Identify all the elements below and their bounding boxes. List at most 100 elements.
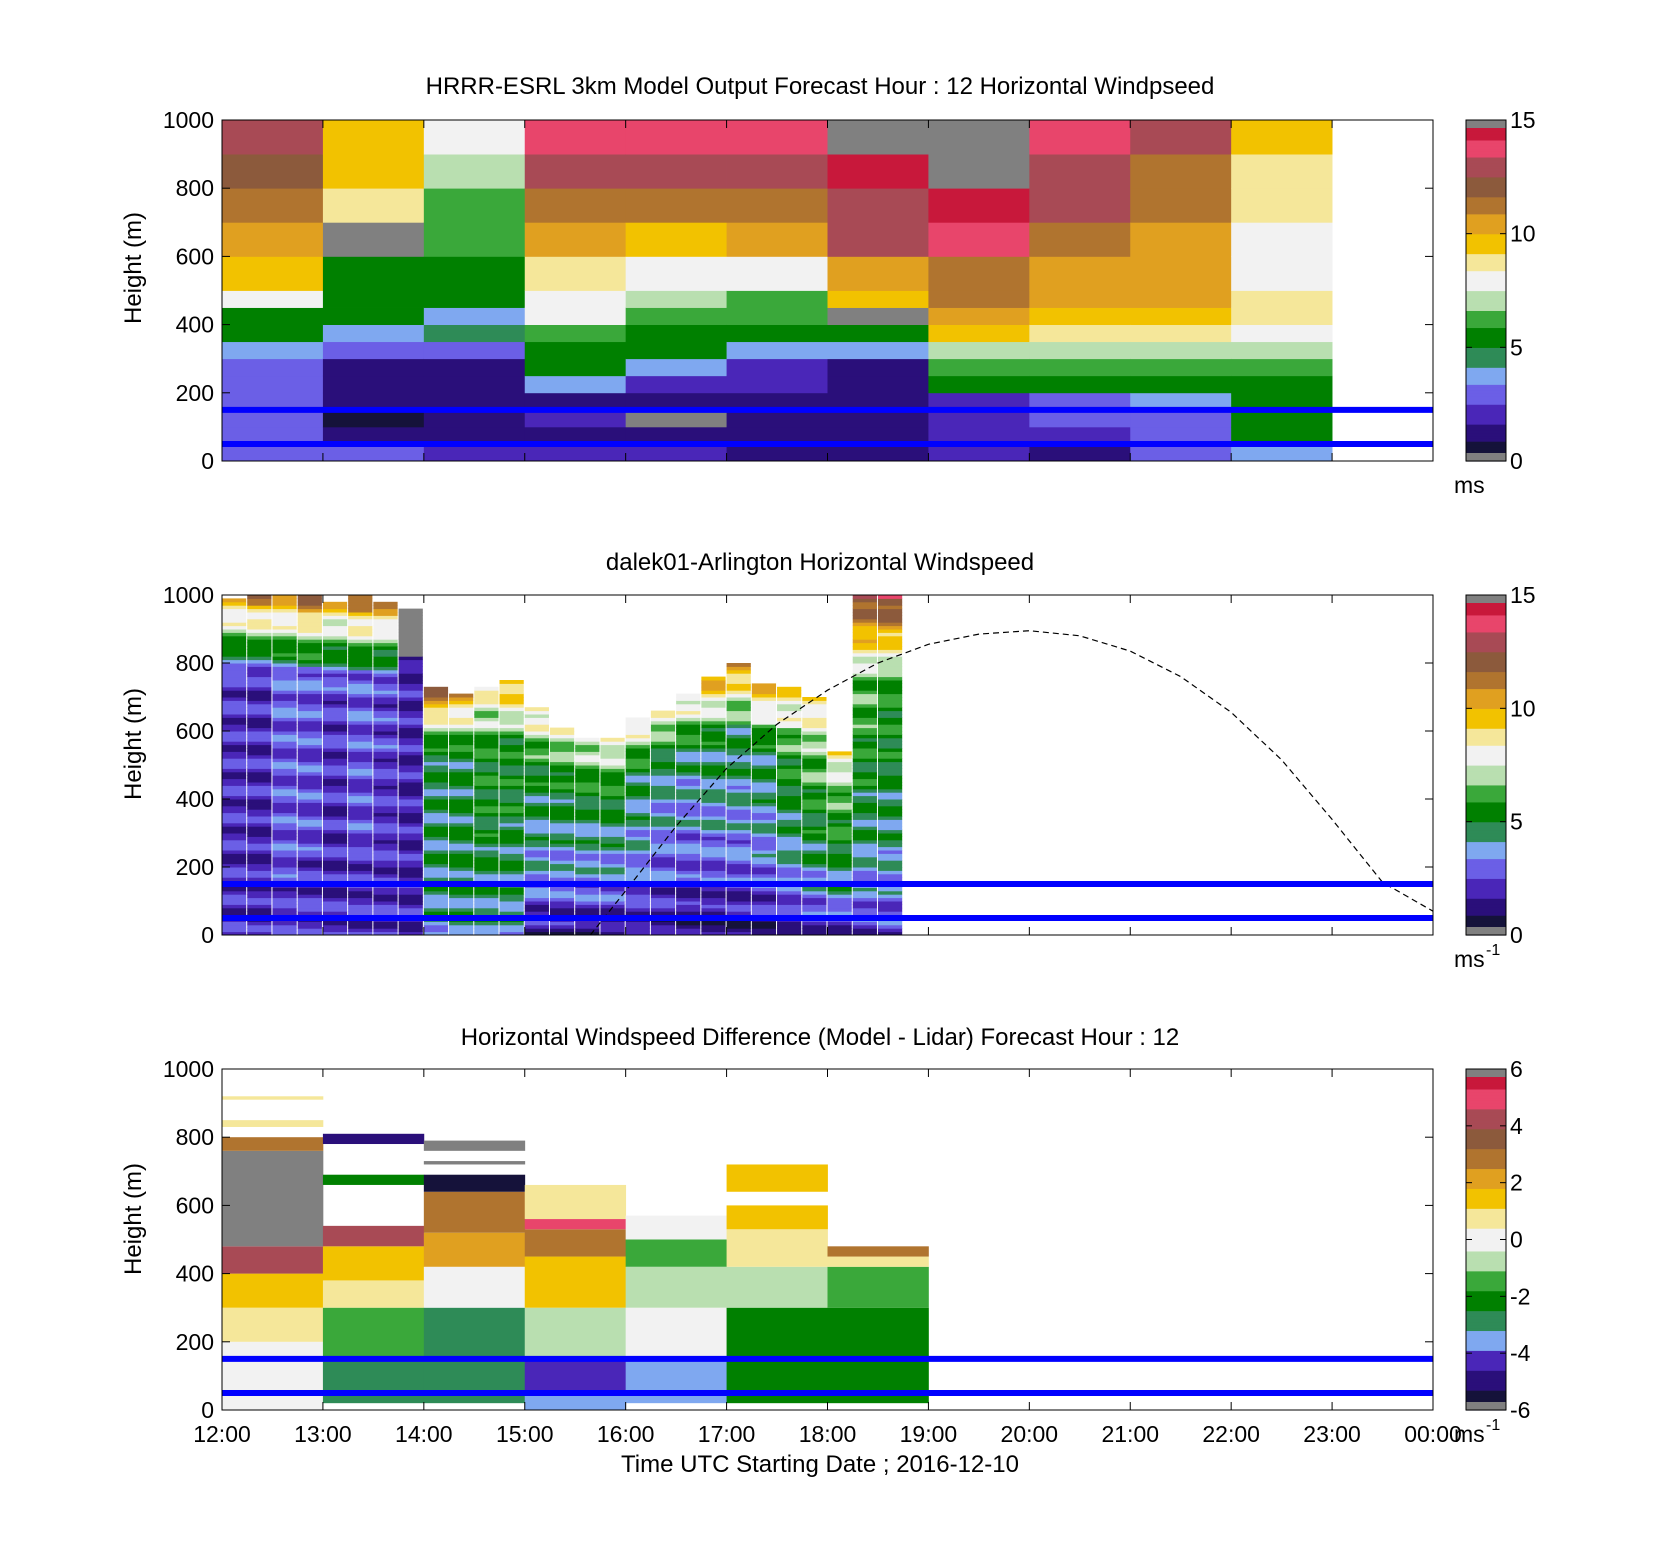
heatmap-cell	[449, 870, 474, 875]
heatmap-cell	[398, 805, 423, 810]
heatmap-cell	[474, 724, 499, 729]
heatmap-cell	[524, 901, 549, 905]
heatmap-cell	[322, 775, 348, 780]
colorbar-segment	[1466, 191, 1506, 195]
x-tick-label: 22:00	[1202, 1421, 1260, 1447]
heatmap-cell	[272, 748, 297, 752]
heatmap-cell	[777, 690, 802, 695]
heatmap-cell	[222, 1341, 324, 1410]
colorbar-unit: ms	[1454, 1421, 1485, 1447]
heatmap-cell	[802, 751, 827, 756]
heatmap-cell	[348, 792, 373, 797]
colorbar-segment	[1466, 711, 1506, 715]
heatmap-cell	[600, 863, 625, 868]
heatmap-cell	[852, 646, 877, 650]
heatmap-cell	[222, 652, 247, 657]
colorbar-segment	[1466, 810, 1506, 814]
heatmap-cell	[777, 768, 802, 773]
heatmap-cell	[877, 805, 903, 810]
colorbar-segment	[1466, 1378, 1506, 1383]
heatmap-cell	[272, 758, 297, 763]
heatmap-cell	[701, 761, 726, 766]
heatmap-cell	[600, 853, 625, 858]
colorbar-segment	[1466, 1182, 1506, 1187]
heatmap-cell	[777, 812, 802, 817]
heatmap-cell	[322, 615, 348, 620]
heatmap-cell	[676, 911, 701, 916]
heatmap-cell	[625, 829, 650, 834]
heatmap-cell	[877, 734, 903, 739]
heatmap-cell	[802, 894, 827, 899]
heatmap-cell	[474, 744, 499, 749]
heatmap-cell	[625, 734, 650, 739]
heatmap-cell	[852, 666, 877, 671]
heatmap-cell	[297, 649, 322, 654]
colorbar-segment	[1466, 612, 1506, 616]
heatmap-cell	[549, 727, 575, 732]
heatmap-cell	[701, 710, 726, 715]
heatmap-cell	[726, 782, 751, 786]
heatmap-cell	[373, 928, 398, 933]
heatmap-cell	[600, 911, 625, 916]
heatmap-cell	[322, 812, 348, 817]
heatmap-cell	[802, 836, 827, 841]
heatmap-cell	[1029, 409, 1131, 428]
heatmap-cell	[222, 632, 247, 637]
heatmap-cell	[272, 727, 297, 732]
heatmap-cell	[373, 601, 398, 606]
heatmap-cell	[272, 686, 297, 691]
heatmap-cell	[802, 911, 827, 916]
heatmap-cell	[726, 700, 751, 705]
heatmap-cell	[524, 907, 549, 912]
heatmap-cell	[474, 863, 499, 868]
colorbar-segment	[1466, 784, 1506, 789]
heatmap-cell	[373, 785, 398, 790]
heatmap-cell	[398, 748, 423, 752]
heatmap-cell	[726, 887, 751, 892]
heatmap-cell	[676, 792, 701, 797]
colorbar-segment	[1466, 296, 1506, 300]
heatmap-cell	[449, 703, 474, 708]
heatmap-cell	[449, 890, 474, 895]
colorbar-segment	[1466, 691, 1506, 695]
heatmap-cell	[348, 853, 373, 858]
heatmap-cell	[499, 788, 524, 793]
heatmap-cell	[247, 676, 272, 681]
heatmap-cell	[373, 659, 398, 664]
heatmap-cell	[247, 826, 272, 831]
heatmap-cell	[398, 853, 423, 858]
heatmap-cell	[474, 901, 499, 905]
heatmap-cell	[297, 890, 322, 895]
heatmap-cell	[726, 928, 751, 933]
heatmap-cell	[297, 911, 322, 916]
colorbar-segment	[1466, 424, 1506, 428]
heatmap-cell	[322, 822, 348, 827]
heatmap-cell	[398, 700, 423, 705]
heatmap-cell	[398, 758, 423, 763]
heatmap-cell	[222, 788, 247, 793]
heatmap-cell	[398, 894, 423, 899]
heatmap-cell	[726, 744, 751, 749]
heatmap-cell	[802, 775, 827, 780]
heatmap-cell	[625, 765, 650, 769]
heatmap-cell	[297, 680, 322, 684]
heatmap-cell	[676, 843, 701, 848]
heatmap-cell	[852, 795, 877, 800]
heatmap-cell	[751, 751, 777, 756]
heatmap-cell	[701, 836, 726, 841]
colorbar-segment	[1466, 855, 1506, 860]
heatmap-cell	[499, 690, 524, 695]
heatmap-cell	[524, 839, 549, 844]
heatmap-cell	[877, 850, 903, 854]
heatmap-cell	[474, 822, 499, 827]
heatmap-cell	[222, 256, 324, 291]
heatmap-cell	[726, 761, 751, 766]
heatmap-cell	[322, 921, 348, 926]
colorbar-segment	[1466, 1142, 1506, 1147]
heatmap-cell	[726, 120, 828, 155]
heatmap-cell	[650, 785, 676, 790]
heatmap-cell	[549, 890, 575, 895]
heatmap-cell	[827, 839, 852, 844]
heatmap-cell	[524, 758, 549, 763]
